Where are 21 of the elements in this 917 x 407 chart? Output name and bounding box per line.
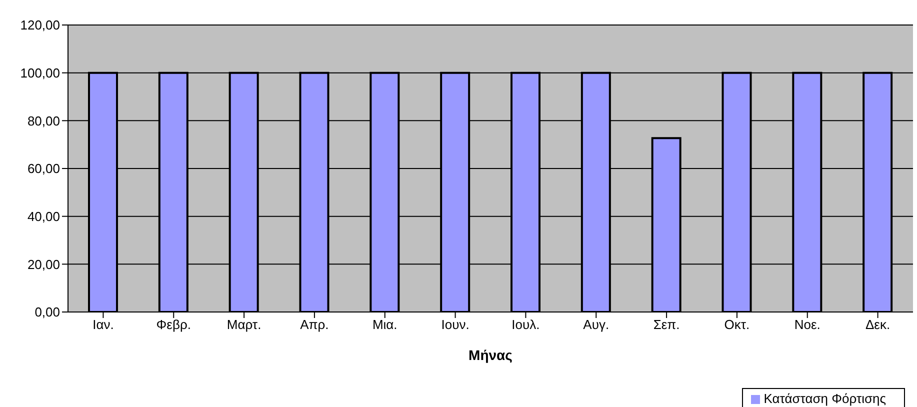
y-tick-label: 60,00 [27,161,60,176]
x-tick-label: Νοε. [794,317,820,332]
x-tick-label: Μια. [372,317,398,332]
x-tick-label: Φεβρ. [156,317,191,332]
x-tick-label: Οκτ. [724,317,750,332]
x-tick-label: Ιαν. [92,317,114,332]
y-tick-label: 80,00 [27,113,60,128]
y-tick-label: 100,00 [20,65,60,80]
x-tick-label: Αυγ. [583,317,610,332]
y-tick-label: 120,00 [20,18,60,33]
x-tick-label: Μαρτ. [226,317,262,332]
x-tick-label: Δεκ. [865,317,890,332]
x-axis-title: Μήνας [468,346,512,363]
x-tick-label: Ιουν. [441,317,470,332]
x-tick-label: Σεπ. [653,317,680,332]
x-tick-label: Απρ. [300,317,329,332]
legend-label: Κατάσταση Φόρτισης [764,391,886,406]
x-tick-label: Ιουλ. [512,317,540,332]
y-tick-label: 0,00 [34,304,60,320]
y-tick-label: 40,00 [27,208,60,224]
y-tick-label: 20,00 [27,256,60,272]
